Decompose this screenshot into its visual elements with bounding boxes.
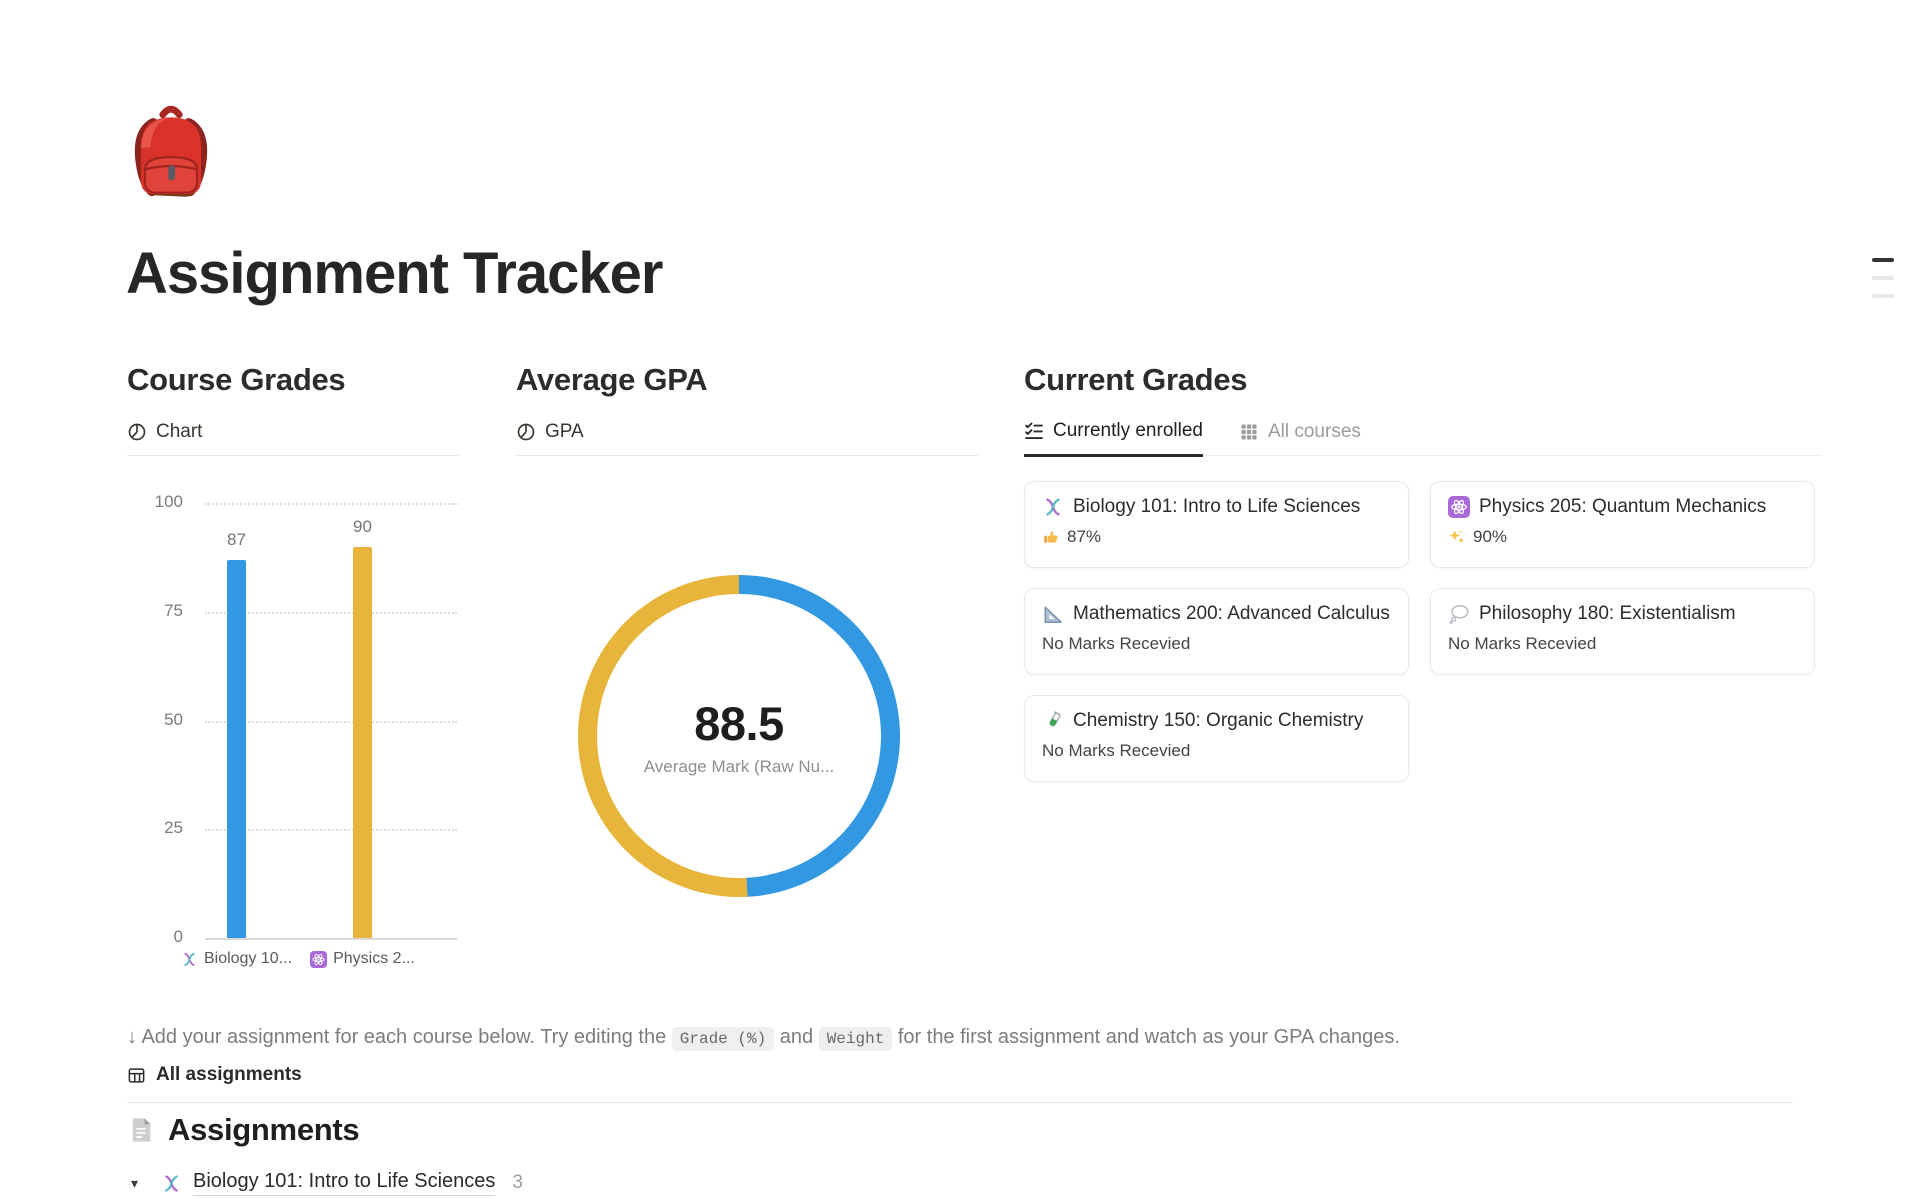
assignments-heading: Assignments [127, 1112, 360, 1148]
pie-chart-icon [517, 423, 535, 440]
course-cards-grid: Biology 101: Intro to Life Sciences 87% [1024, 481, 1815, 782]
gpa-donut-chart: 88.5 Average Mark (Raw Nu... [578, 575, 900, 897]
tab-all-courses[interactable]: All courses [1239, 420, 1361, 455]
card-status: 90% [1448, 527, 1797, 547]
checklist-icon [1025, 422, 1043, 440]
page-icon [132, 1118, 151, 1142]
average-mark-value: 88.5 [694, 696, 784, 750]
grid-icon [1241, 424, 1257, 439]
x-label-physics: Physics 2... [288, 950, 438, 968]
test-tube-icon [1049, 711, 1061, 727]
toggle-triangle-icon[interactable]: ▾ [131, 1174, 139, 1191]
toc-line [1872, 294, 1894, 298]
chart-view-tab[interactable]: Chart [127, 420, 459, 456]
toc-line-active [1872, 258, 1894, 262]
dna-icon [1046, 498, 1060, 516]
gpa-view-label: GPA [545, 420, 584, 442]
sparkles-icon [1449, 529, 1465, 544]
bar-0 [227, 559, 246, 938]
triangle-ruler-icon [1044, 606, 1062, 623]
card-philosophy-180[interactable]: Philosophy 180: Existentialism No Marks … [1430, 588, 1815, 675]
card-chemistry-150[interactable]: Chemistry 150: Organic Chemistry No Mark… [1024, 695, 1409, 782]
weight-code-chip: Weight [818, 1027, 893, 1051]
average-gpa-heading: Average GPA [516, 362, 708, 397]
bar-chart-x-axis: Biology 10... Physics 2... [184, 950, 457, 980]
thumbs-up-icon [1044, 531, 1058, 543]
card-status: No Marks Recevied [1042, 634, 1191, 653]
assignments-title: Assignments [168, 1112, 360, 1147]
course-grades-section: Course Grades Chart 0 25 50 75 100 87 90 Biol… [127, 362, 459, 1012]
card-biology-101[interactable]: Biology 101: Intro to Life Sciences 87% [1024, 481, 1409, 568]
average-mark-label: Average Mark (Raw Nu... [643, 756, 835, 776]
bar-chart-y-axis: 0 25 50 75 100 [154, 492, 183, 946]
divider [127, 1102, 1793, 1103]
current-grades-tabs: Currently enrolled All courses [1024, 420, 1822, 457]
gpa-view-tab[interactable]: GPA [516, 420, 978, 456]
average-gpa-section: Average GPA GPA 88.5 Average Mark (Raw N… [516, 362, 978, 962]
current-grades-heading: Current Grades [1024, 362, 1248, 397]
thought-balloon-icon [1449, 604, 1469, 625]
current-grades-section: Current Grades Currently enrolled All co… [1024, 362, 1822, 862]
instruction-note: ↓ Add your assignment for each course be… [127, 1022, 1767, 1055]
atom-icon [310, 950, 328, 968]
chart-view-label: Chart [156, 420, 203, 442]
dna-icon [184, 952, 195, 966]
biology-page-link[interactable]: Biology 101: Intro to Life Sciences [193, 1170, 496, 1196]
assignment-count: 3 [512, 1172, 523, 1193]
dna-icon [165, 1174, 178, 1192]
table-of-contents-indicator[interactable] [1872, 258, 1894, 312]
card-status: 87% [1042, 527, 1391, 547]
toc-line [1872, 276, 1894, 280]
page-title: Assignment Tracker [126, 241, 663, 306]
course-grades-bar-chart: 0 25 50 75 100 87 90 Biology 10... [127, 492, 459, 1003]
x-label-biology: Biology 10... [162, 950, 312, 968]
all-assignments-view[interactable]: All assignments [127, 1064, 302, 1086]
card-physics-205[interactable]: Physics 205: Quantum Mechanics 90% [1430, 481, 1815, 568]
biology-toggle-row: ▾ Biology 101: Intro to Life Sciences 3 [131, 1170, 523, 1196]
table-icon [128, 1067, 145, 1083]
atom-icon [1448, 496, 1470, 518]
backpack-icon[interactable] [121, 101, 221, 205]
card-status: No Marks Recevied [1448, 634, 1597, 653]
tab-currently-enrolled[interactable]: Currently enrolled [1024, 420, 1203, 457]
grade-code-chip: Grade (%) [671, 1027, 775, 1051]
donut-center: 88.5 Average Mark (Raw Nu... [597, 594, 881, 878]
card-status: No Marks Recevied [1042, 741, 1191, 760]
card-mathematics-200[interactable]: Mathematics 200: Advanced Calculus No Ma… [1024, 588, 1409, 675]
down-arrow-icon: ↓ [127, 1026, 137, 1048]
bar-chart-plot-area: 87 90 [205, 503, 457, 940]
pie-chart-icon [128, 423, 146, 440]
course-grades-heading: Course Grades [127, 362, 346, 397]
bar-1 [353, 546, 372, 938]
